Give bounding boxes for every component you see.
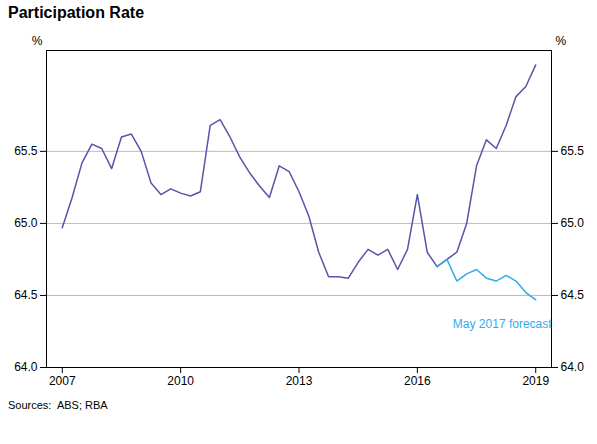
svg-text:2007: 2007 [49, 374, 76, 388]
svg-text:65.0: 65.0 [14, 216, 38, 230]
svg-text:64.5: 64.5 [561, 288, 585, 302]
svg-text:May 2017 forecast: May 2017 forecast [453, 317, 552, 331]
svg-text:2010: 2010 [167, 374, 194, 388]
svg-text:65.0: 65.0 [561, 216, 585, 230]
svg-text:64.0: 64.0 [561, 360, 585, 374]
svg-text:2013: 2013 [286, 374, 313, 388]
html-text:Participation Rate: Participation Rate [8, 4, 144, 21]
svg-text:64.5: 64.5 [14, 288, 38, 302]
svg-text:65.5: 65.5 [14, 144, 38, 158]
svg-text:2019: 2019 [522, 374, 549, 388]
svg-text:%: % [556, 34, 567, 48]
svg-text:65.5: 65.5 [561, 144, 585, 158]
svg-text:2016: 2016 [404, 374, 431, 388]
svg-text:64.0: 64.0 [14, 360, 38, 374]
svg-text:%: % [32, 34, 43, 48]
html-text:Sources: ABS; RBA: Sources: ABS; RBA [8, 399, 108, 411]
